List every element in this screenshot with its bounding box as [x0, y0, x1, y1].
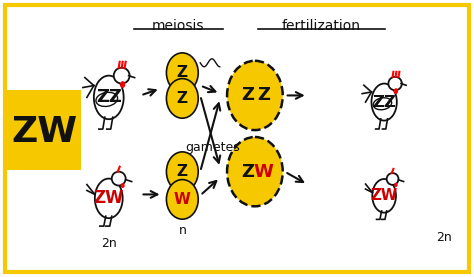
- FancyBboxPatch shape: [5, 5, 469, 272]
- Text: 2n: 2n: [436, 231, 452, 244]
- Ellipse shape: [388, 77, 402, 90]
- Text: ZZ: ZZ: [372, 94, 396, 110]
- Text: ZW: ZW: [11, 115, 77, 149]
- Text: Z: Z: [257, 86, 270, 104]
- Text: Z: Z: [177, 91, 188, 106]
- Ellipse shape: [120, 81, 125, 88]
- Ellipse shape: [121, 183, 125, 188]
- Ellipse shape: [394, 88, 398, 94]
- Text: meiosis: meiosis: [152, 19, 205, 33]
- Ellipse shape: [166, 53, 198, 93]
- Text: W: W: [254, 163, 274, 181]
- Text: W: W: [174, 192, 191, 207]
- Text: Z: Z: [241, 86, 255, 104]
- Ellipse shape: [372, 84, 397, 120]
- Text: Z: Z: [177, 164, 188, 179]
- Ellipse shape: [166, 152, 198, 191]
- Ellipse shape: [227, 61, 283, 130]
- Text: ZW: ZW: [93, 189, 124, 207]
- Ellipse shape: [387, 173, 399, 185]
- Ellipse shape: [94, 76, 124, 119]
- Ellipse shape: [166, 79, 198, 118]
- Text: fertilization: fertilization: [282, 19, 361, 33]
- Text: Z: Z: [241, 163, 255, 181]
- FancyBboxPatch shape: [8, 91, 81, 170]
- Ellipse shape: [95, 179, 123, 218]
- Text: Z: Z: [177, 65, 188, 80]
- Ellipse shape: [394, 183, 398, 187]
- Ellipse shape: [166, 179, 198, 219]
- Ellipse shape: [112, 172, 126, 186]
- Text: ZW: ZW: [371, 188, 398, 203]
- Text: 2n: 2n: [101, 237, 117, 250]
- Ellipse shape: [96, 92, 118, 106]
- Ellipse shape: [227, 137, 283, 206]
- Ellipse shape: [372, 179, 396, 213]
- Text: ZZ: ZZ: [96, 88, 122, 106]
- Text: n: n: [178, 224, 186, 237]
- Text: gametes: gametes: [185, 141, 239, 154]
- Ellipse shape: [373, 98, 392, 110]
- Ellipse shape: [114, 68, 129, 84]
